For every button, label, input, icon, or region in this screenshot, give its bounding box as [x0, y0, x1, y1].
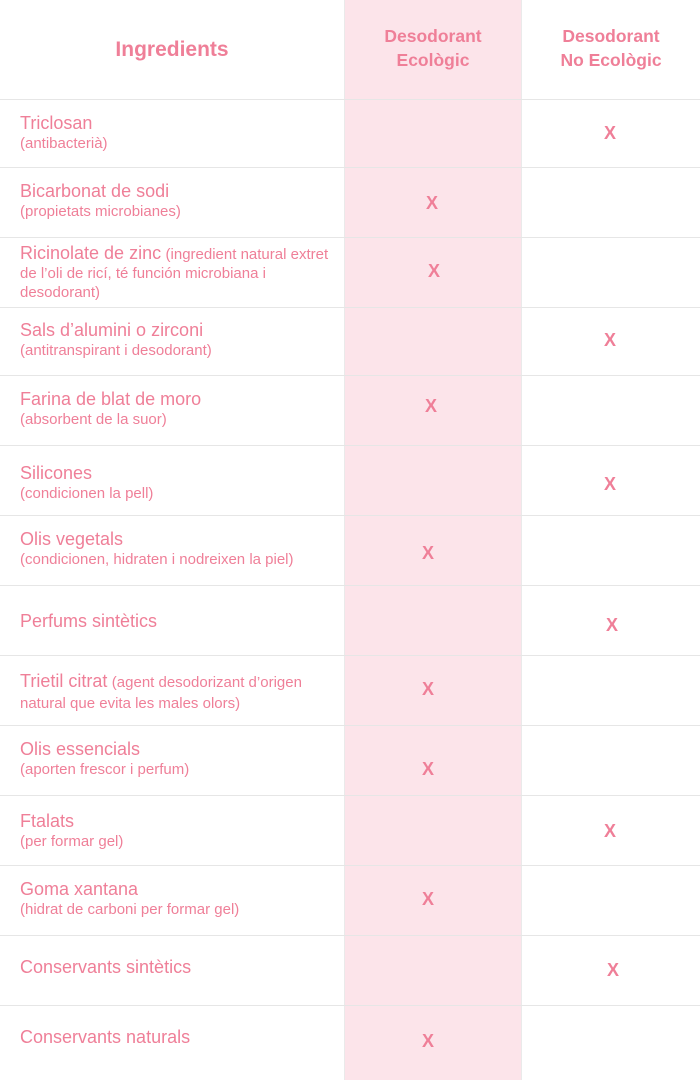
noneco-mark: X: [606, 960, 619, 980]
ingredient-name: Conservants naturals: [20, 1027, 191, 1047]
ingredient-name: Sals d’alumini o zirconi: [20, 320, 204, 340]
ingredient-cell: Ricinolate de zinc (ingredient natural e…: [20, 244, 340, 302]
ingredient-cell: Conservants naturals: [20, 1027, 340, 1048]
ingredient-cell: Trietil citrat (agent desodorizant d’ori…: [20, 671, 340, 714]
noneco-mark: X: [603, 330, 616, 350]
noneco-mark: X: [603, 123, 616, 143]
eco-mark: X: [421, 543, 434, 563]
table-row: Ftalats (per formar gel) X: [0, 796, 700, 866]
ingredient-cell: Silicones (condicionen la pell): [20, 463, 340, 503]
table-row: Sals d’alumini o zirconi (antitranspiran…: [0, 308, 700, 376]
table-header: Ingredients Desodorant Ecològic Desodora…: [0, 0, 700, 100]
ingredient-note: (per formar gel): [20, 833, 124, 850]
header-eco-line1: Desodorant: [384, 26, 482, 46]
ingredient-cell: Bicarbonat de sodi (propietats microbian…: [20, 181, 340, 221]
table-row: Silicones (condicionen la pell) X: [0, 446, 700, 516]
table-row: Conservants sintètics X: [0, 936, 700, 1006]
ingredient-cell: Ftalats (per formar gel): [20, 811, 340, 851]
ingredient-note: (ingredient natural extret de l’oli de r…: [20, 246, 329, 301]
table-row: Ricinolate de zinc (ingredient natural e…: [0, 238, 700, 308]
noneco-mark: X: [603, 474, 616, 494]
header-eco-line2: Ecològic: [396, 50, 470, 70]
ingredient-cell: Triclosan (antibacterià): [20, 113, 340, 153]
ingredient-name: Perfums sintètics: [20, 611, 158, 631]
header-noneco-line2: No Ecològic: [560, 50, 662, 70]
ingredient-name: Olis essencials: [20, 739, 141, 759]
header-ingredients: Ingredients: [115, 38, 229, 61]
table-row: Bicarbonat de sodi (propietats microbian…: [0, 168, 700, 238]
ingredient-name: Trietil citrat: [20, 671, 108, 691]
header-eco-deodorant: Desodorant Ecològic: [345, 24, 521, 72]
noneco-mark: X: [603, 821, 616, 841]
eco-mark: X: [427, 261, 440, 281]
ingredient-cell: Farina de blat de moro (absorbent de la …: [20, 389, 340, 429]
column-divider: [521, 0, 522, 1080]
ingredient-name: Conservants sintètics: [20, 957, 192, 977]
ingredient-name: Silicones: [20, 463, 93, 483]
ingredient-note: (condicionen la pell): [20, 485, 154, 502]
ingredient-note: (aporten frescor i perfum): [20, 761, 190, 778]
noneco-mark: X: [605, 615, 618, 635]
table-row: Conservants naturals X: [0, 1006, 700, 1080]
ingredient-cell: Goma xantana (hidrat de carboni per form…: [20, 879, 340, 919]
table-row: Triclosan (antibacterià) X: [0, 100, 700, 168]
ingredient-name: Triclosan: [20, 113, 93, 133]
eco-mark: X: [425, 193, 438, 213]
ingredient-name: Goma xantana: [20, 879, 139, 899]
ingredient-note: (absorbent de la suor): [20, 411, 167, 428]
ingredient-name: Farina de blat de moro: [20, 389, 202, 409]
eco-column-highlight: [345, 0, 521, 1080]
ingredient-cell: Olis vegetals (condicionen, hidraten i n…: [20, 529, 340, 569]
column-divider: [344, 0, 345, 1080]
header-noneco-deodorant: Desodorant No Ecològic: [522, 24, 700, 72]
ingredient-cell: Sals d’alumini o zirconi (antitranspiran…: [20, 320, 340, 360]
header-noneco-line1: Desodorant: [562, 26, 660, 46]
ingredient-note: (antibacterià): [20, 135, 108, 152]
table-row: Goma xantana (hidrat de carboni per form…: [0, 866, 700, 936]
ingredient-note: (condicionen, hidraten i nodreixen la pi…: [20, 551, 294, 568]
ingredient-note: (antitranspirant i desodorant): [20, 342, 212, 359]
ingredient-cell: Olis essencials (aporten frescor i perfu…: [20, 739, 340, 779]
ingredient-name: Bicarbonat de sodi: [20, 181, 170, 201]
ingredient-cell: Perfums sintètics: [20, 611, 340, 632]
table-row: Perfums sintètics X: [0, 586, 700, 656]
ingredient-note: (agent desodorizant d’origen natural que…: [20, 674, 302, 712]
table-row: Olis essencials (aporten frescor i perfu…: [0, 726, 700, 796]
ingredient-name: Olis vegetals: [20, 529, 124, 549]
eco-mark: X: [421, 1031, 434, 1051]
eco-mark: X: [424, 396, 437, 416]
table-row: Trietil citrat (agent desodorizant d’ori…: [0, 656, 700, 726]
ingredient-note: (propietats microbianes): [20, 203, 181, 220]
ingredient-name: Ricinolate de zinc: [20, 243, 162, 263]
ingredient-note: (hidrat de carboni per formar gel): [20, 901, 240, 918]
eco-mark: X: [421, 759, 434, 779]
table-row: Olis vegetals (condicionen, hidraten i n…: [0, 516, 700, 586]
table-row: Farina de blat de moro (absorbent de la …: [0, 376, 700, 446]
ingredient-cell: Conservants sintètics: [20, 957, 340, 978]
ingredient-name: Ftalats: [20, 811, 75, 831]
eco-mark: X: [421, 679, 434, 699]
eco-mark: X: [421, 889, 434, 909]
